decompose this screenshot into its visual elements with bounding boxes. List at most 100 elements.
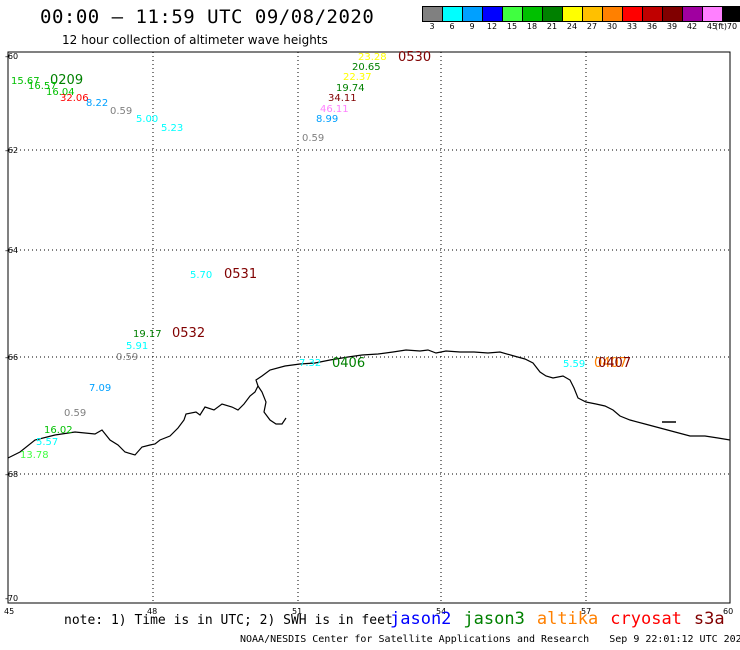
wave-height-label: 16.02	[44, 425, 73, 436]
wave-height-label: 16.04	[46, 87, 75, 98]
wave-height-label: 22.37	[343, 72, 372, 83]
latitude-label: -68	[5, 470, 18, 479]
wave-height-label: 5.59	[563, 359, 585, 370]
wave-height-label: 5.00	[136, 114, 158, 125]
scale-swatch	[483, 6, 503, 22]
generated-timestamp: Sep 9 22:01:12 UTC 2020	[609, 634, 740, 645]
longitude-label: 57	[581, 607, 591, 616]
scale-label: 36	[646, 22, 658, 31]
wave-height-label: 13.78	[20, 450, 49, 461]
wave-height-label: 19.74	[336, 83, 365, 94]
wave-height-label: 5.23	[161, 123, 183, 134]
credit-line: NOAA/NESDIS Center for Satellite Applica…	[240, 634, 740, 645]
wave-height-label: 0.59	[110, 106, 132, 117]
scale-label: 45	[706, 22, 718, 31]
scale-label: 39	[666, 22, 678, 31]
wave-height-label: 5.57	[36, 437, 58, 448]
wave-height-label: 34.11	[328, 93, 357, 104]
scale-swatch	[503, 6, 523, 22]
wave-height-label: 46.11	[320, 104, 349, 115]
pass-time-label: 0532	[172, 326, 205, 341]
satellite-jason2: jason2	[390, 609, 452, 629]
color-scale-unit: (ft)	[715, 22, 728, 31]
wave-height-label: 23.28	[358, 52, 387, 63]
map-frame	[7, 51, 731, 604]
wave-height-label: 7.09	[89, 383, 111, 394]
scale-label: 9	[469, 22, 475, 31]
scale-swatch	[663, 6, 683, 22]
scale-swatch	[723, 6, 740, 22]
scale-label: 15	[506, 22, 518, 31]
pass-time-label: 0531	[224, 267, 257, 282]
footnote: note: 1) Time is in UTC; 2) SWH is in fe…	[64, 613, 393, 628]
wave-height-label: 7.32	[299, 358, 321, 369]
graticule-meridians	[152, 52, 587, 603]
antarctic-coastline	[7, 349, 731, 459]
longitude-label: 45	[4, 607, 14, 616]
wave-height-label: 19.17	[133, 329, 162, 340]
pass-time-label: 0209	[50, 73, 83, 88]
satellite-altika: altika	[536, 609, 599, 629]
wave-height-label: 8.22	[86, 98, 108, 109]
latitude-label: -66	[5, 353, 18, 362]
pass-time-label: 0407	[594, 356, 627, 371]
latitude-label: -64	[5, 246, 18, 255]
wave-height-label: 15.67	[11, 76, 40, 87]
longitude-label: 54	[436, 607, 446, 616]
latitude-label: -62	[5, 146, 18, 155]
longitude-label: 48	[147, 607, 157, 616]
satellite-legend: jason2 jason3 altika cryosat s3a	[390, 609, 737, 629]
pass-time-label: 0530	[398, 50, 431, 65]
scale-label: 12	[486, 22, 498, 31]
map-subtitle: 12 hour collection of altimeter wave hei…	[62, 33, 328, 47]
scale-label: 21	[546, 22, 558, 31]
longitude-label: 60	[723, 607, 733, 616]
wave-height-label: 0.59	[302, 133, 324, 144]
wave-height-label: 20.65	[352, 62, 381, 73]
scale-swatch	[623, 6, 643, 22]
satellite-jason3: jason3	[463, 609, 525, 629]
pass-time-label: 0406	[332, 356, 365, 371]
scale-swatch	[543, 6, 563, 22]
color-scale-labels: 3 6 9 12 15 18 21 24 27 30 33 36 39 42 45 70	[422, 22, 740, 31]
wave-height-label: 32.06	[60, 93, 89, 104]
scale-label: 33	[626, 22, 638, 31]
scale-swatch	[643, 6, 663, 22]
satellite-s3a: s3a	[693, 609, 725, 629]
wave-height-label: 8.99	[316, 114, 338, 125]
coastline-detail	[257, 385, 287, 425]
scale-label: 3	[429, 22, 435, 31]
scale-label: 6	[449, 22, 455, 31]
scale-label: 30	[606, 22, 618, 31]
scale-label: 42	[686, 22, 698, 31]
scale-swatch	[443, 6, 463, 22]
latitude-label: -70	[5, 594, 18, 603]
scale-swatch	[563, 6, 583, 22]
scale-label: 70	[726, 22, 738, 31]
color-scale	[422, 6, 740, 22]
longitude-labels: 45 48 51 54 57 60	[4, 607, 733, 616]
wave-height-label: 5.91	[126, 341, 148, 352]
scale-label: 24	[566, 22, 578, 31]
wave-height-label: 16.57	[28, 81, 57, 92]
scale-swatch	[683, 6, 703, 22]
longitude-label: 51	[292, 607, 302, 616]
scale-swatch	[422, 6, 443, 22]
scale-swatch	[463, 6, 483, 22]
scale-label: 18	[526, 22, 538, 31]
credit-text: NOAA/NESDIS Center for Satellite Applica…	[240, 634, 590, 645]
graticule-parallels	[8, 149, 730, 475]
wave-height-label: 0.59	[116, 352, 138, 363]
scale-label: 27	[586, 22, 598, 31]
scale-swatch	[703, 6, 723, 22]
map-title: 00:00 – 11:59 UTC 09/08/2020	[40, 6, 375, 28]
latitude-labels: -60 -62 -64 -66 -68 -70	[5, 52, 18, 603]
scale-swatch	[603, 6, 623, 22]
pass-time-label: 0407	[598, 356, 631, 371]
satellite-cryosat: cryosat	[610, 609, 682, 629]
scale-swatch	[583, 6, 603, 22]
latitude-label: -60	[5, 52, 18, 61]
wave-height-label: 0.59	[64, 408, 86, 419]
